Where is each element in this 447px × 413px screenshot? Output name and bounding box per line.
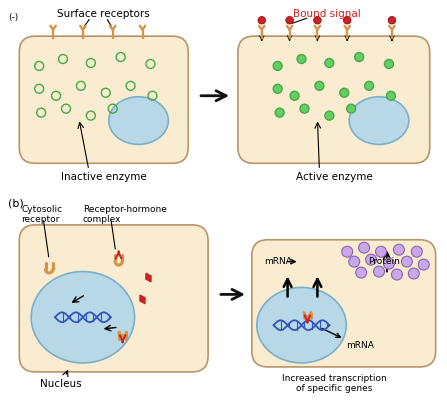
Circle shape — [273, 62, 282, 71]
Circle shape — [409, 268, 419, 279]
Text: mRNA: mRNA — [346, 341, 374, 350]
Circle shape — [325, 59, 334, 67]
Text: Inactive enzyme: Inactive enzyme — [61, 172, 147, 182]
Text: Protein: Protein — [368, 257, 400, 266]
Circle shape — [411, 246, 422, 257]
FancyBboxPatch shape — [19, 225, 208, 372]
Text: Active enzyme: Active enzyme — [296, 172, 373, 182]
Circle shape — [374, 266, 384, 277]
Circle shape — [286, 17, 293, 24]
Circle shape — [393, 244, 405, 255]
Circle shape — [384, 258, 394, 269]
Text: Receptor-hormone
complex: Receptor-hormone complex — [83, 205, 167, 224]
FancyBboxPatch shape — [238, 36, 430, 163]
FancyBboxPatch shape — [19, 36, 188, 163]
Circle shape — [314, 17, 321, 24]
Circle shape — [387, 91, 396, 100]
Circle shape — [340, 88, 349, 97]
Text: Cytosolic
receptor: Cytosolic receptor — [21, 205, 63, 224]
Circle shape — [401, 256, 412, 267]
Circle shape — [300, 104, 309, 113]
Circle shape — [358, 242, 370, 253]
Text: Nucleus: Nucleus — [40, 379, 82, 389]
Circle shape — [366, 254, 376, 265]
Text: (b): (b) — [8, 198, 24, 208]
Text: (-): (-) — [8, 13, 19, 22]
Text: Bound signal: Bound signal — [294, 9, 361, 19]
Circle shape — [347, 104, 356, 113]
Circle shape — [349, 256, 360, 267]
Circle shape — [342, 246, 353, 257]
Circle shape — [418, 259, 429, 270]
Circle shape — [325, 111, 334, 120]
Circle shape — [258, 17, 266, 24]
Ellipse shape — [109, 97, 169, 145]
Ellipse shape — [31, 272, 135, 363]
Circle shape — [273, 84, 282, 93]
Circle shape — [315, 81, 324, 90]
Circle shape — [388, 17, 396, 24]
Polygon shape — [146, 273, 151, 282]
Text: Increased transcription
of specific genes: Increased transcription of specific gene… — [282, 374, 387, 393]
Ellipse shape — [349, 97, 409, 145]
Circle shape — [354, 52, 363, 62]
Circle shape — [392, 269, 402, 280]
Circle shape — [384, 59, 393, 69]
Circle shape — [343, 17, 351, 24]
Circle shape — [290, 91, 299, 100]
Circle shape — [297, 55, 306, 64]
Polygon shape — [140, 295, 145, 304]
Ellipse shape — [257, 287, 346, 363]
Circle shape — [275, 108, 284, 117]
Circle shape — [365, 81, 374, 90]
Text: mRNA: mRNA — [264, 257, 291, 266]
Circle shape — [356, 267, 367, 278]
FancyBboxPatch shape — [252, 240, 436, 367]
Circle shape — [375, 246, 387, 257]
Text: Surface receptors: Surface receptors — [57, 9, 150, 19]
